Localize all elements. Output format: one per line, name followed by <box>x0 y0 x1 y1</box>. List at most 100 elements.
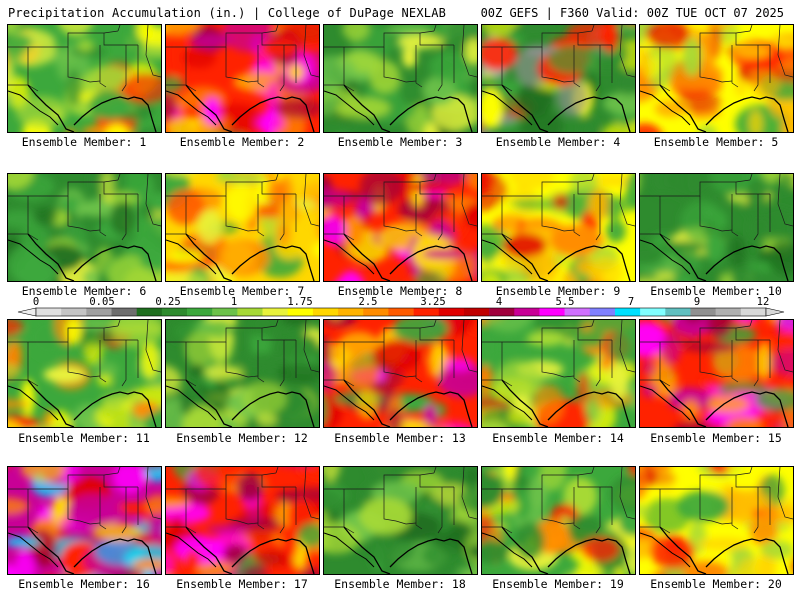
state-border <box>99 487 107 530</box>
precip-blob <box>248 320 292 330</box>
coastline <box>343 84 473 132</box>
precip-blob <box>563 477 598 516</box>
member-map-svg <box>640 320 793 427</box>
precip-blob <box>618 508 635 536</box>
legend-swatch <box>161 308 188 316</box>
legend-tick-label: 4 <box>495 296 503 308</box>
ensemble-member-map <box>165 466 320 575</box>
precip-blob <box>465 174 477 192</box>
state-border <box>383 47 417 83</box>
state-border <box>117 320 121 327</box>
member-map-svg <box>482 320 635 427</box>
state-border <box>261 328 296 341</box>
precip-blob <box>482 420 508 427</box>
precip-blob <box>485 320 532 333</box>
state-border <box>257 340 265 383</box>
precip-blob <box>8 563 18 574</box>
precip-blob <box>733 44 772 59</box>
ensemble-member-map <box>165 173 320 282</box>
precip-blob <box>557 77 588 117</box>
precip-blob <box>482 37 518 71</box>
member-label: Ensemble Member: 14 <box>492 431 624 445</box>
precip-field <box>8 467 161 574</box>
precip-blob <box>617 70 635 97</box>
legend-swatch <box>665 308 691 316</box>
rio-grande <box>482 385 533 421</box>
state-border <box>735 475 770 488</box>
precip-blob <box>75 326 117 346</box>
precip-blob <box>774 331 793 350</box>
rio-grande <box>482 239 533 275</box>
precip-blob <box>514 487 531 520</box>
precip-blob <box>20 224 50 254</box>
precip-blob <box>682 37 702 77</box>
state-border <box>8 179 119 197</box>
state-border <box>461 25 477 78</box>
color-legend <box>17 307 785 317</box>
state-border <box>433 320 437 327</box>
coastline <box>185 233 315 281</box>
state-border <box>279 340 285 387</box>
precip-blob <box>712 344 765 382</box>
precip-blob <box>437 361 477 398</box>
precip-blob <box>169 250 203 264</box>
precip-blob <box>640 504 649 518</box>
state-border <box>383 196 417 232</box>
state-border <box>731 487 739 530</box>
precip-blob <box>339 355 380 390</box>
precip-blob <box>674 420 714 427</box>
precip-blob <box>766 47 793 83</box>
precip-blob <box>640 56 661 79</box>
precip-blob <box>547 45 598 74</box>
member-label: Ensemble Member: 15 <box>650 431 782 445</box>
precip-blob <box>354 200 371 219</box>
member-map-svg <box>640 174 793 281</box>
precip-blob <box>218 174 235 179</box>
precip-blob <box>104 192 140 205</box>
precip-blob <box>759 206 793 241</box>
member-map-svg <box>482 467 635 574</box>
precip-blob <box>422 121 439 132</box>
precip-blob <box>625 174 635 210</box>
member-map-svg <box>324 320 477 427</box>
state-border <box>225 196 259 232</box>
rio-grande <box>8 90 59 126</box>
state-border <box>573 194 581 237</box>
precip-blob <box>587 320 635 333</box>
precip-blob <box>641 383 659 398</box>
state-border <box>121 194 127 241</box>
state-border <box>437 45 443 92</box>
precip-blob <box>168 320 193 344</box>
state-border <box>777 174 793 227</box>
legend-swatch <box>690 308 716 316</box>
legend-swatch <box>514 308 540 316</box>
precip-blob <box>791 559 793 572</box>
state-border <box>383 489 417 525</box>
precip-blob <box>749 109 763 132</box>
precip-blob <box>708 395 750 414</box>
precip-blob <box>606 196 622 222</box>
member-map-svg <box>8 467 161 574</box>
precip-blob <box>532 384 564 425</box>
legend-high-arrow <box>765 307 785 317</box>
state-border <box>437 487 443 534</box>
precip-blob <box>519 110 564 132</box>
state-border <box>753 194 759 241</box>
legend-tick-label: 1 <box>230 296 238 308</box>
legend-swatch <box>237 308 263 316</box>
member-label: Ensemble Member: 10 <box>650 284 782 298</box>
precip-blob <box>571 330 609 348</box>
precip-blob <box>277 361 319 385</box>
state-border <box>67 47 101 83</box>
state-border <box>619 174 635 227</box>
coastline <box>659 379 789 427</box>
precip-blob <box>21 467 66 482</box>
state-border <box>419 475 454 488</box>
state-border <box>591 467 595 474</box>
precip-field <box>8 174 161 281</box>
ensemble-member-map <box>165 24 320 133</box>
precip-blob <box>143 408 161 427</box>
member-map-svg <box>324 467 477 574</box>
precip-blob <box>760 540 793 559</box>
precip-blob <box>503 233 547 258</box>
